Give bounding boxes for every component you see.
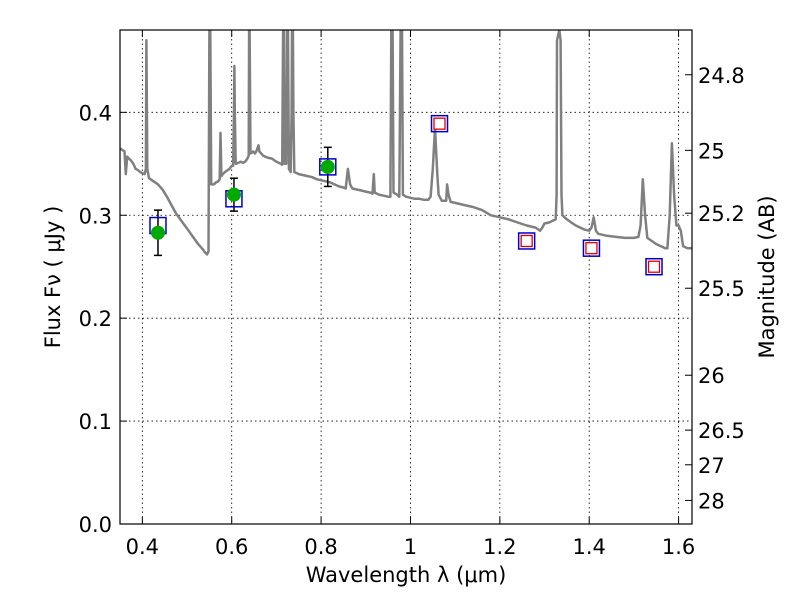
observed-photometry-point	[150, 225, 165, 240]
model-photometry-square	[430, 114, 449, 133]
x-tick-label: 1.4	[573, 535, 606, 559]
y-tick-label: 0.0	[79, 513, 112, 537]
x-tick-label: 1	[404, 535, 417, 559]
y-tick-label: 0.3	[79, 204, 112, 228]
grid	[120, 30, 692, 525]
right-tick-label: 24.8	[698, 64, 745, 88]
plot-area	[120, 30, 692, 276]
plot-frame	[119, 29, 693, 525]
model-photometry-square	[517, 232, 536, 250]
predicted-photometry-square	[520, 234, 533, 248]
x-tick-label: 1.2	[483, 535, 516, 559]
observed-photometry-point	[320, 159, 335, 174]
x-axis-label: Wavelength λ (μm)	[306, 563, 507, 587]
ticks: 0.4 0.6 0.8 1 1.2 1.4 1.6 0.0 0.1 0.2 0.3 0.4 24.8 25…	[79, 30, 745, 559]
sed-model-line	[120, 30, 692, 256]
predicted-photometry-square	[433, 117, 446, 130]
observed-photometry-point	[226, 187, 241, 202]
y-tick-label: 0.2	[79, 307, 112, 331]
model-photometry-square	[582, 239, 601, 257]
right-tick-label: 27	[698, 454, 725, 478]
right-tick-label: 25	[698, 139, 725, 163]
right-tick-label: 26	[698, 364, 725, 388]
right-tick-label: 25.2	[698, 202, 745, 226]
right-tick-label: 28	[698, 489, 725, 513]
model-photometry-square	[645, 257, 663, 276]
y-tick-label: 0.4	[79, 101, 112, 125]
x-tick-label: 0.8	[304, 535, 337, 559]
right-tick-label: 26.5	[698, 419, 745, 443]
predicted-photometry-square	[647, 260, 661, 273]
model-photometry-square	[319, 158, 337, 176]
predicted-photometry-square	[585, 242, 598, 255]
x-tick-label: 0.4	[126, 535, 159, 559]
x-tick-label: 0.6	[215, 535, 248, 559]
y-tick-label: 0.1	[79, 410, 112, 434]
right-axis-label: Magnitude (AB)	[755, 195, 779, 358]
y-axis-label: Flux Fν ( μJy )	[41, 206, 65, 349]
x-tick-label: 1.6	[662, 535, 695, 559]
right-tick-label: 25.5	[698, 277, 745, 301]
